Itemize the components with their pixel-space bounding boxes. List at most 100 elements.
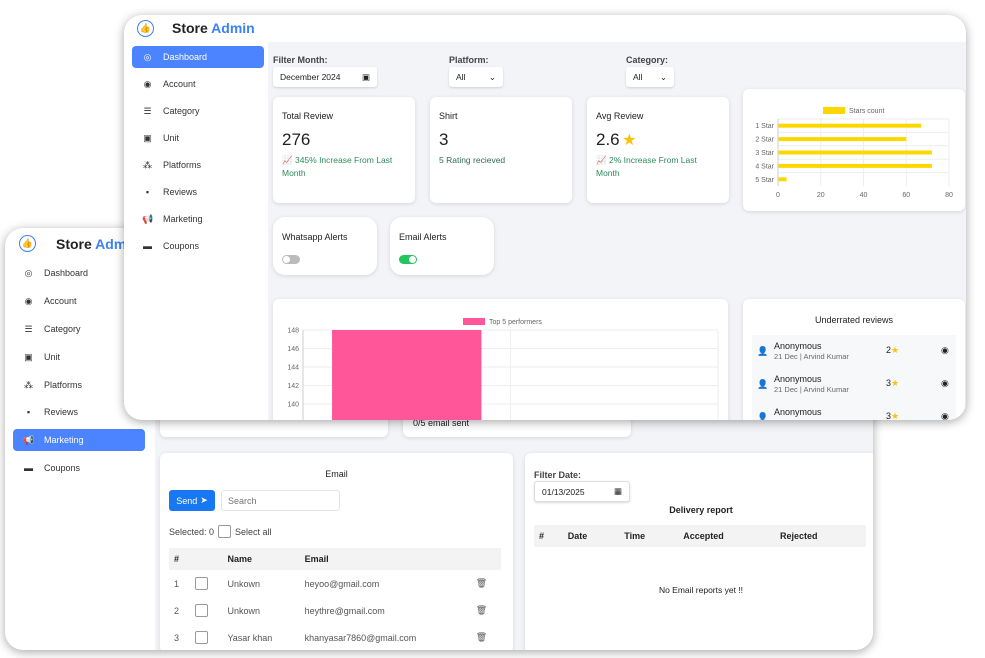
y-tick-label: 5 Star bbox=[755, 177, 774, 184]
email-title: Email bbox=[325, 469, 348, 479]
y-tick-label: 4 Star bbox=[755, 163, 774, 170]
column-header: # bbox=[169, 548, 191, 570]
search-input[interactable] bbox=[221, 490, 340, 511]
underrated-reviews-card: Underrated reviews 👤 Anonymous 21 Dec | Ar… bbox=[743, 299, 965, 420]
trash-icon[interactable]: 🗑 bbox=[475, 605, 488, 615]
comment-icon: ▪ bbox=[26, 407, 31, 417]
x-tick-label: 60 bbox=[902, 192, 910, 199]
rating: 3★ bbox=[886, 411, 899, 420]
whatsapp-alerts-toggle[interactable] bbox=[282, 255, 300, 264]
card-note: 5 Rating recieved bbox=[439, 155, 506, 165]
sidebar-item-label: Category bbox=[44, 324, 81, 334]
row-checkbox[interactable] bbox=[195, 631, 209, 644]
avg-review-card: Avg Review 2.6 ★ 📈 2% Increase From Last… bbox=[587, 97, 729, 203]
chevron-down-icon: ⌄ bbox=[488, 71, 496, 82]
gauge-icon: ◎ bbox=[24, 267, 33, 278]
filter-date-input[interactable]: 01/13/2025 ▦ bbox=[534, 481, 630, 502]
trend-text: 345% Increase From Last Month bbox=[282, 155, 393, 178]
row-email: khanyasar7860@gmail.com bbox=[304, 632, 417, 643]
bullhorn-icon: 📢 bbox=[142, 213, 154, 224]
y-tick-label: 148 bbox=[287, 328, 299, 335]
card-value: 276 bbox=[282, 130, 311, 149]
column-header: Time bbox=[619, 525, 679, 547]
row-number: 1 bbox=[174, 578, 180, 589]
sidebar-item-category[interactable]: ☰ Category bbox=[13, 318, 145, 340]
sidebar-item-reviews[interactable]: ▪ Reviews bbox=[132, 181, 264, 203]
sidebar-item-label: Reviews bbox=[163, 187, 198, 197]
row-email: heyoo@gmail.com bbox=[304, 578, 380, 589]
sidebar-item-marketing[interactable]: 📢 Marketing bbox=[13, 429, 145, 451]
row-name: Unkown bbox=[227, 605, 260, 616]
sidebar-item-unit[interactable]: ▣ Unit bbox=[132, 127, 264, 149]
review-meta: 21 Dec | Arvind Kumar bbox=[774, 385, 849, 394]
y-tick-label: 142 bbox=[287, 383, 299, 390]
sidebar-item-account[interactable]: ◉ Account bbox=[13, 290, 145, 312]
rating-value: 2 bbox=[886, 345, 892, 355]
paper-plane-icon: ➤ bbox=[200, 495, 208, 505]
ticket-icon: ▬ bbox=[24, 463, 33, 473]
trend: 📈 2% Increase From Last Month bbox=[596, 154, 720, 180]
bullhorn-icon: 📢 bbox=[23, 434, 35, 445]
sidebar-item-platforms[interactable]: ⁂ Platforms bbox=[13, 374, 145, 396]
bar bbox=[778, 150, 932, 155]
stars-chart-card: Stars count 0 20 40 60 80 1 Star 2 Star 3 Star 4 … bbox=[743, 89, 965, 211]
row-checkbox[interactable] bbox=[195, 604, 209, 617]
eye-icon[interactable]: ◉ bbox=[941, 411, 949, 420]
database-icon: ☰ bbox=[143, 105, 152, 116]
eye-icon[interactable]: ◉ bbox=[941, 378, 949, 388]
email-alerts-toggle[interactable] bbox=[399, 255, 417, 264]
card-value: 3 bbox=[439, 130, 449, 149]
table-row: 3 Yasar khan khanyasar7860@gmail.com 🗑 bbox=[169, 624, 501, 650]
filter-month-label: Filter Month: bbox=[273, 55, 328, 65]
reviewer-name: Anonymous bbox=[774, 341, 822, 351]
x-tick-label: 80 bbox=[945, 192, 953, 199]
selected-count: Selected: 0 bbox=[169, 526, 215, 537]
sidebar-item-platforms[interactable]: ⁂ Platforms bbox=[132, 154, 264, 176]
row-checkbox[interactable] bbox=[195, 577, 209, 590]
card-title: Avg Review bbox=[596, 111, 644, 121]
sidebar-item-dashboard[interactable]: ◎ Dashboard bbox=[13, 262, 145, 284]
sidebar-item-unit[interactable]: ▣ Unit bbox=[13, 346, 145, 368]
sidebar-item-dashboard[interactable]: ◎ Dashboard bbox=[132, 46, 264, 68]
trash-icon[interactable]: 🗑 bbox=[475, 578, 488, 588]
top-performers-card: Top 5 performers148146144142140138 bbox=[273, 299, 728, 420]
bar bbox=[778, 163, 932, 168]
category-select[interactable]: All ⌄ bbox=[626, 67, 674, 87]
sidebar-item-reviews[interactable]: ▪ Reviews bbox=[13, 401, 145, 423]
x-tick-label: 40 bbox=[860, 192, 868, 199]
legend-swatch bbox=[823, 107, 845, 114]
column-header: Name bbox=[222, 548, 300, 570]
trash-icon[interactable]: 🗑 bbox=[475, 632, 488, 642]
legend-label: Top 5 performers bbox=[489, 319, 542, 326]
ticket-icon: ▬ bbox=[143, 241, 152, 251]
sidebar-item-coupons[interactable]: ▬ Coupons bbox=[13, 457, 145, 479]
sidebar-item-coupons[interactable]: ▬ Coupons bbox=[132, 235, 264, 257]
user-icon: 👤 bbox=[757, 346, 769, 356]
star-icon: ★ bbox=[622, 132, 637, 149]
calendar-icon: ▣ bbox=[361, 71, 370, 82]
main-content: Filter Month: December 2024 ▣ Platform: A… bbox=[268, 42, 966, 420]
table-row: 2 Unkown heythre@gmail.com 🗑 bbox=[169, 597, 501, 624]
underrated-title: Underrated reviews bbox=[814, 315, 894, 325]
select-all-checkbox[interactable] bbox=[218, 525, 232, 538]
category-value: All bbox=[633, 72, 643, 82]
total-review-card: Total Review 276 📈 345% Increase From La… bbox=[273, 97, 415, 203]
trend-text: 2% Increase From Last Month bbox=[596, 155, 697, 178]
sidebar-item-marketing[interactable]: 📢 Marketing bbox=[132, 208, 264, 230]
sidebar-item-account[interactable]: ◉ Account bbox=[132, 73, 264, 95]
sidebar-item-label: Coupons bbox=[163, 241, 200, 251]
rating-value: 3 bbox=[886, 378, 892, 388]
eye-icon[interactable]: ◉ bbox=[941, 345, 949, 355]
sidebar-item-label: Unit bbox=[44, 352, 61, 362]
whatsapp-alerts-card: Whatsapp Alerts bbox=[273, 217, 377, 275]
sidebar-item-category[interactable]: ☰ Category bbox=[132, 100, 264, 122]
email-sent-count: 0/5 email sent bbox=[413, 418, 470, 428]
star-icon: ★ bbox=[891, 411, 900, 420]
filter-month-input[interactable]: December 2024 ▣ bbox=[273, 67, 377, 87]
card-title: Total Review bbox=[282, 111, 334, 121]
platform-select[interactable]: All ⌄ bbox=[449, 67, 503, 87]
send-button[interactable]: Send ➤ bbox=[169, 490, 215, 511]
logo-icon: 👍 bbox=[137, 20, 154, 37]
column-header: Accepted bbox=[678, 525, 775, 547]
calendar-icon: ▦ bbox=[613, 486, 622, 496]
